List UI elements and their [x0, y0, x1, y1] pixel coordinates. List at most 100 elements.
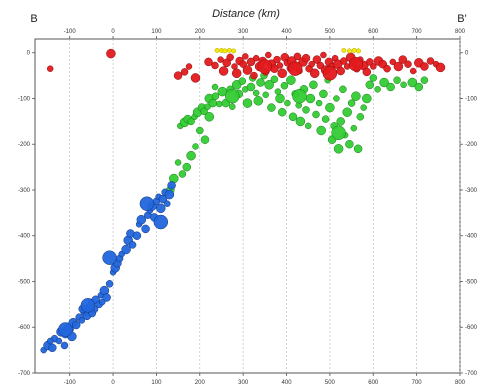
point-green-0-86 [182, 162, 192, 172]
y-tick-label-left-0: 0 [27, 51, 31, 57]
point-green-0-3 [187, 117, 195, 126]
point-green-0-34 [277, 107, 287, 117]
point-blue-3-4 [153, 214, 169, 230]
point-green-0-11 [211, 92, 220, 100]
point-red-4-70 [420, 62, 429, 71]
point-green-0-74 [386, 82, 395, 92]
point-green-0-33 [275, 93, 285, 104]
point-blue-3-2 [102, 250, 117, 265]
point-green-0-63 [347, 99, 356, 107]
point-red-4-68 [409, 67, 417, 75]
point-green-0-30 [267, 103, 276, 112]
x-tick-label-top-0: -100 [64, 29, 77, 35]
point-green-0-82 [200, 135, 210, 144]
point-blue-2-46 [167, 181, 176, 190]
point-red-4-17 [242, 65, 253, 75]
point-yellow-6-3 [226, 47, 232, 53]
y-tick-label-right-7: -700 [465, 371, 478, 377]
x-tick-label-bottom-6: 500 [325, 380, 336, 386]
y-tick-label-left-6: -600 [18, 325, 31, 331]
point-green-0-50 [319, 89, 328, 99]
point-green-0-46 [309, 80, 318, 90]
point-red-5-0 [257, 59, 273, 74]
y-tick-label-left-5: -500 [18, 279, 31, 285]
point-red-4-3 [180, 68, 189, 76]
point-green-0-25 [253, 96, 264, 106]
point-blue-2-53 [121, 244, 131, 255]
point-green-0-48 [315, 99, 323, 107]
point-green-0-37 [286, 75, 296, 85]
x-tick-label-top-1: 0 [111, 29, 115, 35]
point-red-4-18 [246, 57, 256, 67]
x-tick-label-top-8: 700 [412, 29, 423, 35]
point-red-4-35 [293, 52, 302, 61]
x-tick-label-top-3: 200 [195, 29, 206, 35]
point-red-4-63 [383, 64, 391, 73]
point-red-4-50 [336, 66, 345, 76]
point-red-4-11 [226, 53, 234, 62]
point-green-0-36 [284, 99, 291, 107]
point-green-0-41 [295, 116, 306, 127]
point-green-0-16 [229, 103, 236, 110]
hypocenter-points [40, 47, 446, 354]
x-tick-label-bottom-9: 800 [455, 380, 466, 386]
point-green-0-45 [305, 93, 316, 104]
point-green-0-84 [192, 143, 199, 150]
y-tick-label-left-3: -300 [18, 188, 31, 194]
x-tick-label-top-5: 400 [282, 29, 293, 35]
point-blue-2-22 [102, 293, 111, 302]
point-red-4-9 [218, 66, 229, 76]
point-green-0-75 [393, 76, 401, 84]
y-tick-label-left-4: -400 [18, 234, 31, 240]
point-red-4-24 [265, 51, 272, 59]
y-tick-label-right-6: -600 [465, 325, 478, 331]
x-tick-label-top-4: 300 [238, 29, 249, 35]
point-yellow-6-7 [351, 47, 357, 53]
point-red-4-44 [320, 51, 327, 59]
point-blue-2-10 [71, 320, 81, 330]
point-blue-2-33 [136, 214, 147, 225]
point-green-0-19 [238, 77, 247, 85]
point-green-0-29 [264, 80, 274, 90]
point-yellow-6-2 [222, 48, 228, 54]
point-red-4-60 [370, 63, 377, 70]
point-blue-2-12 [78, 317, 86, 324]
point-blue-2-4 [55, 337, 63, 345]
point-blue-3-3 [139, 196, 155, 211]
point-blue-2-31 [128, 241, 137, 249]
point-green-1-0 [225, 88, 240, 104]
point-green-0-21 [242, 98, 253, 108]
point-green-0-24 [252, 89, 260, 97]
right-profile-label: B' [457, 13, 466, 25]
point-green-0-71 [369, 74, 378, 82]
y-tick-label-right-3: -300 [465, 188, 478, 194]
point-green-0-38 [288, 112, 298, 122]
point-green-0-35 [280, 81, 289, 90]
point-green-0-43 [302, 106, 310, 114]
point-red-4-20 [252, 54, 260, 62]
x-tick-label-bottom-2: 100 [151, 380, 162, 386]
point-green-1-1 [292, 88, 307, 104]
point-green-0-53 [325, 102, 335, 113]
point-green-0-32 [274, 88, 282, 95]
point-green-0-85 [186, 150, 196, 161]
point-red-4-0 [46, 65, 54, 72]
x-tick-label-bottom-8: 700 [412, 380, 423, 386]
point-blue-2-52 [98, 298, 106, 306]
chart-title: Distance (km) [212, 8, 280, 20]
point-red-4-59 [366, 58, 374, 66]
point-blue-2-2 [48, 343, 57, 353]
plot-frame [34, 38, 461, 374]
point-red-4-15 [239, 60, 247, 68]
point-green-0-69 [362, 93, 372, 104]
point-red-4-19 [250, 71, 258, 80]
point-red-4-40 [308, 60, 315, 68]
y-tick-label-right-1: -100 [465, 96, 478, 102]
point-green-0-28 [262, 91, 269, 99]
point-blue-2-54 [132, 231, 142, 240]
point-green-0-73 [379, 77, 389, 88]
x-tick-label-top-7: 600 [368, 29, 379, 35]
point-red-4-27 [273, 55, 281, 64]
x-tick-label-top-9: 800 [455, 29, 466, 35]
point-green-0-61 [342, 107, 352, 117]
